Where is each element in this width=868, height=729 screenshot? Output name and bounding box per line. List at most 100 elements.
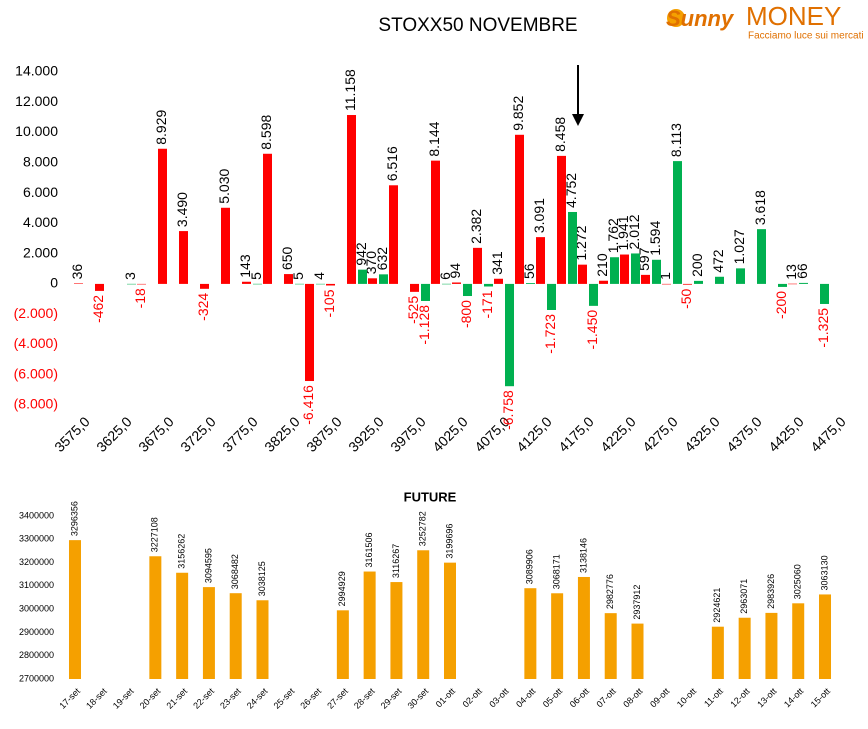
- y-tick-label: 0: [50, 275, 58, 291]
- x-tick-label: 4475,0: [807, 413, 849, 455]
- bar: [652, 259, 661, 284]
- x-tick-label: 05-ott: [541, 686, 565, 710]
- y-tick-label: 3100000: [19, 580, 54, 590]
- value-label: 5: [290, 272, 306, 280]
- bar: [577, 576, 590, 679]
- y-tick-label: 6.000: [23, 184, 58, 200]
- bar: [347, 115, 356, 284]
- bar: [263, 153, 272, 284]
- value-label: 8.144: [426, 121, 442, 156]
- x-tick-label: 4375,0: [723, 413, 765, 455]
- value-label: 66: [794, 263, 810, 279]
- value-label: 8.598: [258, 115, 274, 150]
- value-label: -105: [321, 289, 337, 317]
- value-label: 2.012: [626, 214, 642, 249]
- value-label: -1.325: [815, 308, 831, 348]
- y-tick-label: (4.000): [14, 335, 58, 351]
- chart-title: STOXX50 NOVEMBRE: [378, 15, 577, 36]
- value-label: 1.594: [647, 221, 663, 256]
- x-tick-label: 09-ott: [648, 686, 672, 710]
- value-label: 4.752: [563, 173, 579, 208]
- arrow: [572, 65, 584, 126]
- bar: [578, 264, 587, 284]
- bar: [200, 283, 209, 289]
- bar: [305, 283, 314, 382]
- value-label: 2994929: [337, 571, 347, 606]
- bar: [736, 268, 745, 284]
- value-label: 472: [710, 249, 726, 273]
- value-label: -50: [678, 288, 694, 308]
- value-label: 94: [447, 263, 463, 279]
- x-tick-label: 4025,0: [429, 413, 471, 455]
- x-tick-label: 25-set: [272, 686, 297, 711]
- bar: [694, 280, 703, 284]
- logo-tagline: Facciamo luce sui mercati: [748, 31, 864, 42]
- x-tick-label: 3725,0: [177, 413, 219, 455]
- value-label: 3.618: [752, 190, 768, 225]
- x-tick-label: 4175,0: [555, 413, 597, 455]
- bar: [442, 283, 451, 285]
- value-label: -525: [405, 296, 421, 324]
- value-label: 341: [489, 251, 505, 275]
- x-tick-label: 10-ott: [675, 686, 699, 710]
- value-label: -1.128: [416, 305, 432, 345]
- bar: [256, 600, 269, 679]
- bar: [242, 281, 251, 284]
- bar: [137, 283, 146, 285]
- bar: [316, 283, 325, 285]
- bar: [589, 283, 598, 306]
- value-label: 3156262: [177, 534, 187, 569]
- value-label: -1.450: [584, 310, 600, 350]
- x-tick-label: 21-set: [164, 686, 189, 711]
- bar: [494, 278, 503, 284]
- x-tick-label: 4275,0: [639, 413, 681, 455]
- bar: [253, 283, 262, 285]
- bar: [421, 283, 430, 301]
- y-tick-label: 2900000: [19, 627, 54, 637]
- value-label: 8.929: [153, 110, 169, 145]
- x-tick-label: 4125,0: [513, 413, 555, 455]
- y-tick-label: 14.000: [15, 63, 58, 79]
- value-label: 1.027: [731, 229, 747, 264]
- value-label: 2.382: [468, 209, 484, 244]
- value-label: 3068482: [230, 554, 240, 589]
- y-tick-label: (2.000): [14, 305, 58, 321]
- x-tick-label: 23-set: [218, 686, 243, 711]
- bar: [620, 254, 629, 284]
- logo: Sunny MONEY Facciamo luce sui mercati: [666, 1, 864, 42]
- bar: [390, 582, 403, 679]
- value-label: 6: [437, 272, 453, 280]
- x-tick-label: 24-set: [245, 686, 270, 711]
- bar: [68, 540, 81, 679]
- bar: [389, 185, 398, 284]
- bar: [74, 283, 83, 284]
- bar: [444, 562, 456, 679]
- bar: [757, 229, 766, 284]
- logo-brand: MONEY: [746, 1, 841, 31]
- bar: [631, 253, 640, 284]
- x-tick-label: 30-set: [406, 686, 431, 711]
- bar: [410, 283, 419, 292]
- bar: [417, 550, 430, 679]
- bar: [379, 274, 388, 284]
- value-label: 3.091: [531, 198, 547, 233]
- value-label: 13: [783, 264, 799, 280]
- bar: [221, 207, 230, 284]
- x-tick-label: 19-set: [111, 686, 136, 711]
- bar: [604, 613, 617, 679]
- value-label: 632: [374, 247, 390, 271]
- value-label: -462: [90, 295, 106, 323]
- y-tick-label: 3300000: [19, 534, 54, 544]
- value-label: 6.516: [384, 146, 400, 181]
- y-tick-label: 10.000: [15, 123, 58, 139]
- bar: [452, 282, 461, 284]
- x-tick-label: 4425,0: [765, 413, 807, 455]
- bar: [662, 283, 671, 285]
- value-label: 942: [353, 242, 369, 266]
- y-tick-label: 12.000: [15, 93, 58, 109]
- y-tick-label: 8.000: [23, 154, 58, 170]
- logo-sun: [667, 9, 685, 27]
- value-label: 11.158: [342, 69, 358, 111]
- y-tick-label: 3000000: [19, 604, 54, 614]
- bar: [295, 283, 304, 285]
